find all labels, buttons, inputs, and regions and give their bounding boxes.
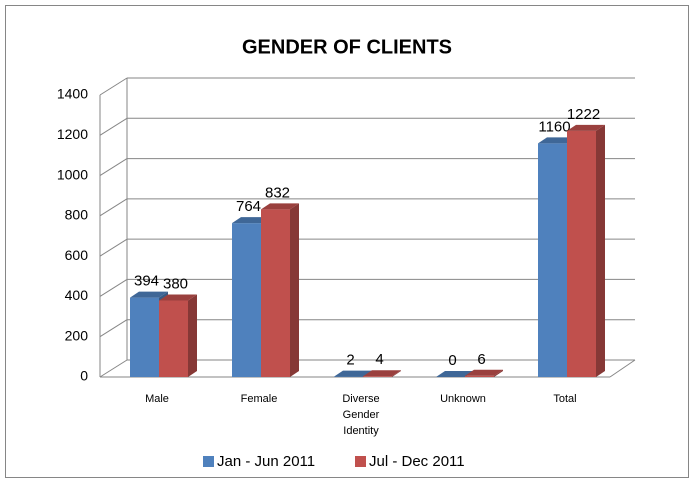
legend-swatch [203, 456, 214, 467]
data-label: 6 [477, 351, 485, 368]
x-tick-label: Unknown [440, 393, 486, 405]
bar [159, 294, 197, 377]
grid-line [99, 359, 128, 378]
data-label: 2 [346, 352, 354, 369]
y-tick-label: 1400 [57, 86, 88, 102]
data-label: 0 [448, 352, 456, 369]
bar-front [159, 300, 188, 377]
bar-top [159, 294, 197, 301]
y-tick-label: 1000 [57, 166, 88, 182]
bar-top [130, 291, 168, 298]
y-tick-label: 400 [65, 287, 89, 303]
bar-top [567, 124, 605, 131]
data-label: 1222 [567, 106, 600, 123]
x-tick-label: Female [240, 393, 278, 405]
bar [567, 124, 605, 378]
legend-swatch [355, 456, 366, 467]
data-label: 394 [134, 273, 159, 290]
grid-line [99, 279, 128, 297]
floor-edge [609, 359, 636, 378]
bar-front [130, 297, 159, 377]
bar-top [334, 370, 372, 377]
data-label: 4 [375, 351, 383, 368]
bar-top [436, 371, 474, 377]
bar-side [596, 124, 605, 378]
x-tick-label: Total [553, 393, 577, 405]
bar-side [188, 294, 197, 377]
x-tick-label: Diverse Gender Identity [342, 393, 380, 437]
bar-front [232, 223, 261, 377]
grid-line [99, 198, 128, 217]
bar-front [567, 130, 596, 377]
data-label: 832 [265, 184, 290, 201]
data-label: 1160 [538, 118, 570, 135]
bar-top [465, 369, 503, 376]
bar [363, 370, 401, 377]
grid-line [99, 238, 128, 257]
y-tick-label: 0 [80, 368, 88, 384]
bar-front [363, 376, 392, 377]
y-tick-label: 600 [65, 247, 89, 263]
bar [436, 371, 474, 377]
legend-label: Jan - Jun 2011 [217, 453, 315, 470]
grid-line [99, 158, 128, 176]
bar-front [538, 143, 567, 377]
y-tick-label: 1200 [57, 126, 88, 142]
bar-top [363, 370, 401, 377]
bar-top [261, 203, 299, 210]
bar-side [392, 370, 401, 377]
bar-top [232, 217, 270, 224]
grid-line [99, 117, 128, 136]
chart-title: GENDER OF CLIENTS [242, 36, 452, 58]
bar-side [494, 369, 503, 377]
bar-front [261, 209, 290, 377]
y-tick-label: 200 [65, 327, 89, 343]
x-tick-label: Male [145, 393, 169, 405]
y-tick-label: 800 [65, 207, 89, 223]
data-label: 380 [163, 275, 188, 292]
legend-label: Jul - Dec 2011 [369, 453, 465, 470]
data-label: 764 [236, 198, 261, 215]
grid-line [99, 77, 128, 96]
bar-side [290, 203, 299, 377]
bar [261, 203, 299, 377]
grid-line [99, 319, 128, 338]
bar [465, 369, 503, 377]
bar-top [538, 137, 576, 144]
bar-front [465, 375, 494, 377]
